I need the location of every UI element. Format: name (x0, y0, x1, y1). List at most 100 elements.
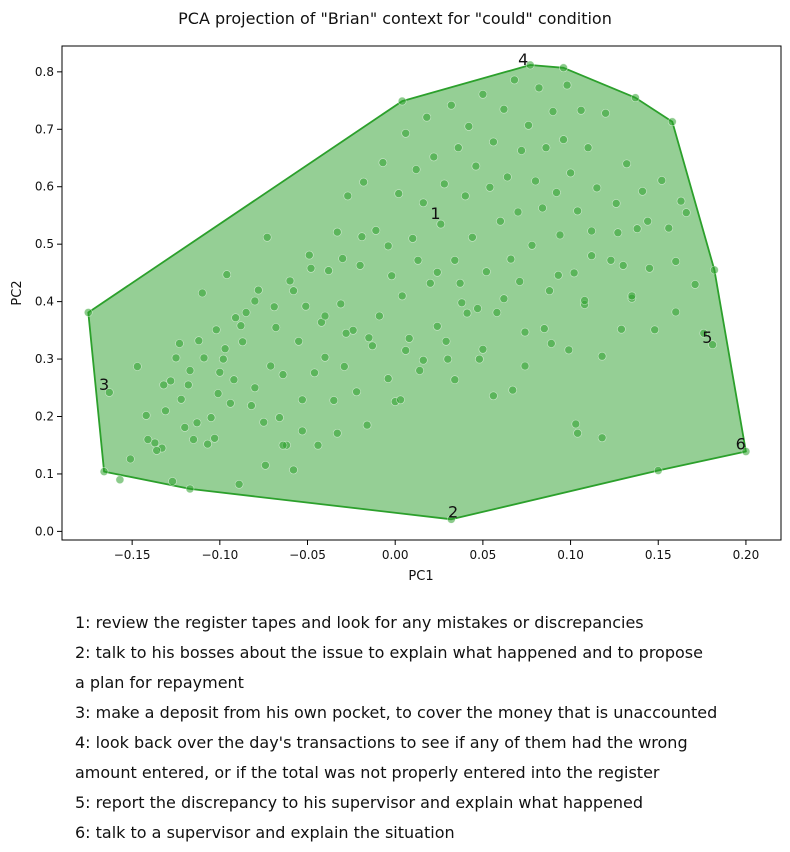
scatter-point (168, 477, 177, 486)
scatter-point (741, 447, 751, 456)
scatter-point (710, 265, 719, 275)
scatter-point (378, 158, 388, 167)
scatter-point (180, 423, 190, 432)
scatter-point (513, 207, 523, 217)
scatter-point (587, 251, 596, 260)
y-axis-ticks: 0.0 0.1 0.2 0.3 0.4 0.5 0.6 0.7 0.8 (35, 65, 62, 538)
x-tick-label: 0.05 (470, 548, 497, 562)
scatter-point (231, 313, 240, 323)
scatter-point (238, 337, 247, 347)
scatter-point (473, 304, 482, 313)
scatter-point (212, 325, 221, 335)
scatter-point (432, 267, 442, 277)
scatter-point (573, 428, 582, 438)
scatter-point (401, 129, 411, 138)
y-tick-label: 0.4 (35, 295, 54, 309)
scatter-point (446, 100, 456, 110)
scatter-point (422, 112, 432, 122)
scatter-point (569, 268, 579, 278)
scatter-point (259, 417, 269, 427)
scatter-point (219, 354, 228, 364)
scatter-point (387, 271, 397, 281)
scatter-point (159, 380, 168, 390)
scatter-point (418, 355, 428, 365)
scatter-point (250, 383, 260, 393)
scatter-point (517, 146, 526, 155)
scatter-point (667, 117, 677, 127)
scatter-point (527, 241, 537, 250)
scatter-point (383, 241, 393, 251)
scatter-point (468, 233, 477, 242)
y-tick-label: 0.7 (35, 122, 54, 136)
cluster-label: 3 (99, 375, 109, 394)
scatter-point (343, 191, 353, 201)
scatter-point (294, 336, 304, 346)
scatter-point (539, 324, 549, 333)
scatter-point (397, 96, 407, 106)
scatter-point (364, 333, 374, 343)
convex-hull (87, 64, 747, 521)
scatter-point (546, 339, 556, 348)
scatter-point (408, 234, 418, 243)
scatter-point (198, 288, 207, 298)
scatter-point (194, 336, 204, 346)
cluster-label: 1 (430, 204, 440, 223)
scatter-point (285, 276, 295, 286)
scatter-point (645, 263, 654, 273)
scatter-point (597, 351, 607, 361)
pca-scatter-chart: PCA projection of "Brian" context for "c… (10, 9, 782, 584)
scatter-point (676, 196, 686, 206)
scatter-point (185, 366, 195, 375)
legend-line: 5: report the discrepancy to his supervi… (75, 793, 644, 812)
scatter-point (189, 435, 198, 444)
scatter-point (631, 93, 640, 102)
scatter-point (671, 257, 681, 266)
scatter-point (411, 165, 421, 174)
scatter-point (415, 366, 425, 375)
scatter-point (84, 308, 93, 317)
scatter-point (576, 106, 586, 115)
scatter-point (436, 219, 446, 229)
scatter-point (618, 261, 628, 270)
scatter-point (368, 341, 377, 351)
scatter-point (681, 208, 691, 217)
scatter-point (396, 395, 405, 405)
legend-line: a plan for repayment (75, 673, 244, 692)
scatter-point (671, 307, 681, 317)
scatter-point (553, 270, 563, 280)
scatter-point (664, 223, 674, 233)
scatter-point (653, 466, 663, 475)
scatter-point (617, 324, 626, 334)
scatter-point (455, 278, 465, 288)
scatter-point (357, 232, 367, 241)
scatter-point (199, 353, 209, 363)
scatter-point (329, 396, 339, 405)
scatter-point (475, 354, 484, 364)
scatter-point (332, 428, 342, 438)
y-tick-label: 0.3 (35, 352, 54, 366)
plot-area: 1 2 3 4 5 6 (84, 50, 751, 524)
scatter-point (332, 227, 342, 237)
scatter-point (611, 199, 621, 208)
scatter-point (650, 325, 660, 335)
scatter-point (185, 484, 195, 494)
scatter-point (478, 344, 488, 354)
scatter-point (99, 467, 109, 476)
scatter-point (643, 216, 653, 226)
scatter-point (250, 296, 260, 306)
scatter-point (341, 328, 351, 338)
scatter-point (464, 122, 474, 131)
scatter-point (545, 286, 554, 296)
x-tick-label: −0.15 (114, 548, 151, 562)
scatter-point (580, 296, 589, 305)
scatter-point (657, 176, 667, 185)
scatter-point (506, 254, 516, 264)
scatter-point (206, 413, 216, 422)
scatter-point (254, 285, 263, 295)
scatter-point (215, 367, 225, 377)
scatter-point (699, 328, 709, 338)
scatter-point (397, 291, 407, 301)
scatter-point (320, 352, 330, 362)
scatter-point (115, 475, 125, 485)
scatter-point (355, 261, 365, 270)
